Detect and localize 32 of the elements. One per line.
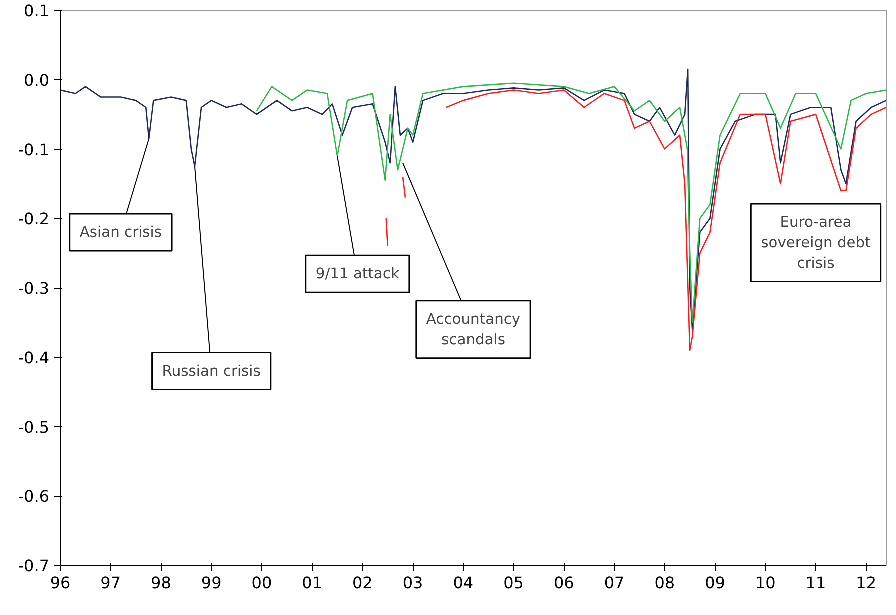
x-tick-label: 97 [100, 574, 122, 592]
y-tick-label: 0.1 [24, 2, 50, 20]
x-tick-label: 09 [705, 574, 726, 592]
x-tick-label: 12 [856, 574, 877, 592]
x-tick-label: 00 [252, 574, 272, 592]
annotation: 9/11 attack [316, 266, 400, 283]
x-tick-label: 04 [453, 574, 474, 592]
y-tick-label: -0.1 [18, 140, 50, 160]
x-tick-label: 10 [755, 574, 776, 592]
y-tick-label: -0.4 [18, 348, 50, 368]
y-tick-label: -0.5 [18, 418, 50, 437]
x-tick-label: 99 [201, 574, 222, 592]
x-tick-label: 05 [504, 574, 524, 592]
x-tick-label: 96 [50, 574, 71, 592]
x-tick-label: 08 [654, 574, 676, 592]
x-tick-label: 98 [151, 574, 172, 592]
annotation: Russian crisis [162, 362, 261, 380]
annotation: Euro-area sovereign debt crisis [761, 214, 872, 272]
x-tick-label: 07 [604, 574, 625, 592]
x-tick-label: 06 [554, 574, 574, 592]
annotation: Asian crisis [80, 224, 162, 241]
x-tick-label: 11 [806, 574, 826, 592]
y-tick-label: -0.2 [18, 210, 50, 229]
y-tick-label: -0.7 [18, 556, 50, 576]
y-tick-label: 0.0 [24, 70, 50, 90]
y-tick-label: -0.6 [18, 487, 50, 506]
y-tick-label: -0.3 [18, 279, 50, 298]
x-tick-label: 03 [402, 574, 424, 592]
x-tick-label: 01 [302, 574, 323, 592]
x-tick-label: 02 [352, 574, 373, 592]
line-series [60, 68, 886, 330]
annotation: Accountancy scandals [426, 310, 521, 348]
